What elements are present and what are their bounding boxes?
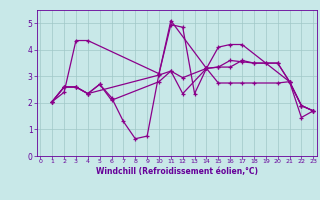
X-axis label: Windchill (Refroidissement éolien,°C): Windchill (Refroidissement éolien,°C) xyxy=(96,167,258,176)
